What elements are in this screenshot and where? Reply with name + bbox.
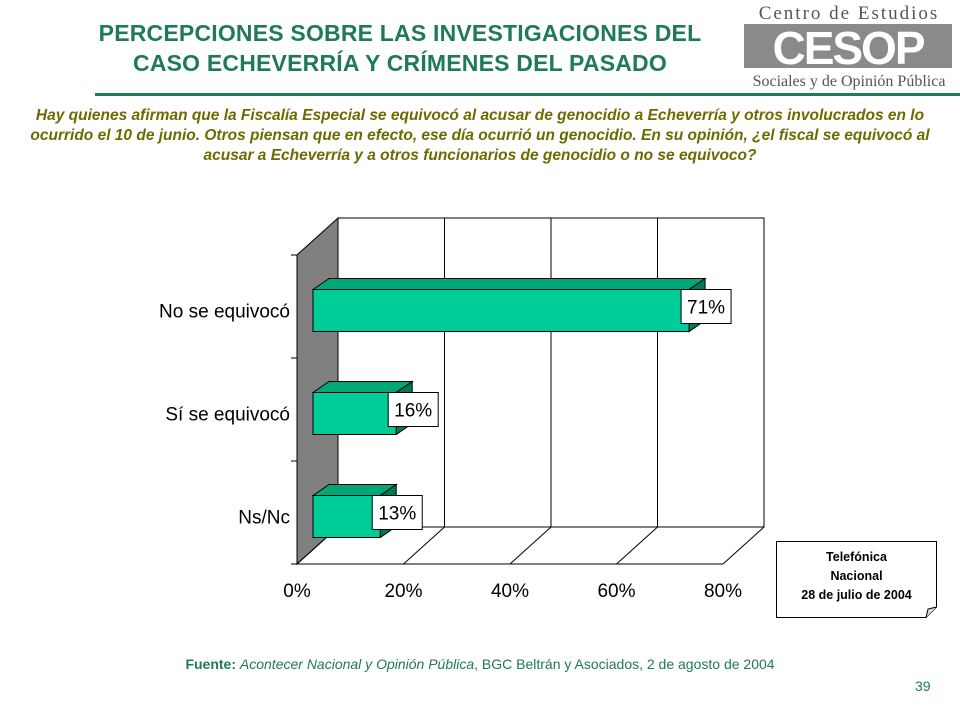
gridline-floor (722, 526, 765, 565)
page-title: PERCEPCIONES SOBRE LAS INVESTIGACIONES D… (40, 18, 760, 78)
logo-mark-text: CESOP (772, 22, 924, 74)
data-label-box (371, 495, 423, 530)
data-label: 16% (394, 401, 432, 422)
gridline-floor (403, 526, 445, 565)
source-publication: Acontecer Nacional y Opinión Pública (239, 656, 475, 672)
note-text: Telefónica Nacional 28 de julio de 2004 (776, 548, 937, 605)
bar-top-face (311, 381, 414, 393)
note-line-3: 28 de julio de 2004 (801, 588, 912, 602)
x-tick-label: 60% (597, 581, 635, 602)
page-number: 39 (915, 678, 931, 694)
title-rule (95, 93, 960, 96)
logo-top-text: Centro de Estudios (759, 3, 940, 24)
data-label-box (387, 392, 439, 427)
source-details: , BGC Beltrán y Asociados, 2 de agosto d… (474, 656, 775, 672)
x-tick-label: 80% (704, 581, 742, 602)
note-line-2: Nacional (830, 569, 883, 583)
bar (312, 495, 381, 538)
note-box (776, 541, 937, 618)
bar (312, 392, 397, 435)
category-label: Sí se equivocó (165, 405, 290, 426)
gridline-floor (509, 526, 552, 565)
x-tick-label: 40% (491, 581, 529, 602)
source-label: Fuente: (185, 656, 236, 672)
x-tick-label: 20% (384, 581, 422, 602)
note-line-1: Telefónica (826, 550, 887, 564)
title-line-1: PERCEPCIONES SOBRE LAS INVESTIGACIONES D… (98, 20, 702, 46)
gridline-floor (616, 526, 658, 565)
bar-top-face (311, 278, 707, 290)
cesop-logo: Centro de Estudios CESOP Sociales y de O… (744, 3, 952, 90)
data-label: 71% (687, 298, 725, 319)
source-citation: Fuente: Acontecer Nacional y Opinión Púb… (0, 656, 960, 672)
survey-question: Hay quienes afirman que la Fiscalía Espe… (30, 107, 930, 164)
logo-bottom-text: Sociales y de Opinión Pública (753, 73, 946, 90)
category-label: No se equivocó (159, 302, 290, 323)
data-label: 13% (378, 504, 416, 525)
x-tick-label: 0% (283, 581, 311, 602)
category-label: Ns/Nc (238, 508, 290, 529)
bar (312, 289, 690, 332)
data-label-box (680, 289, 732, 324)
title-line-2: CASO ECHEVERRÍA Y CRÍMENES DEL PASADO (133, 50, 667, 76)
